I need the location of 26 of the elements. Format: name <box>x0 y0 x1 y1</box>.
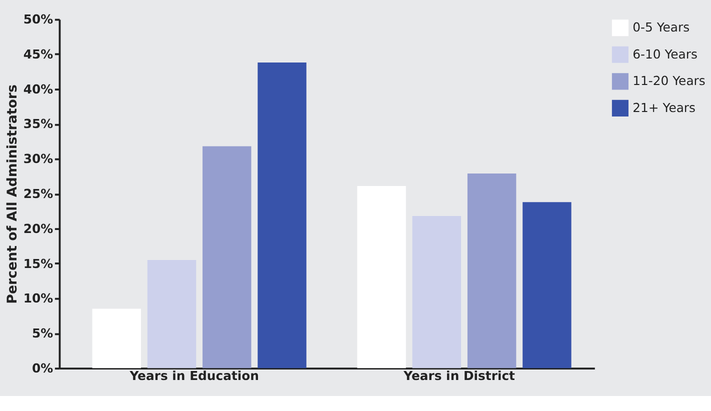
bar <box>467 173 516 368</box>
legend-label: 11-20 Years <box>632 73 706 88</box>
bar <box>92 308 141 368</box>
bar <box>202 146 252 368</box>
legend-label: 21+ Years <box>632 100 696 115</box>
x-tick-label: Years in Education <box>128 368 260 384</box>
y-tick-label: 10% <box>23 290 54 306</box>
bar <box>357 186 406 368</box>
y-tick-label: 30% <box>23 151 54 166</box>
y-tick-label: 25% <box>23 186 54 201</box>
bar <box>147 260 196 368</box>
y-tick-label: 0% <box>32 360 54 376</box>
bar <box>412 216 462 368</box>
legend-label: 0-5 Years <box>632 20 690 35</box>
y-tick-label: 5% <box>32 326 54 341</box>
y-tick-label: 15% <box>23 256 54 271</box>
bar <box>258 62 306 368</box>
legend-label: 6-10 Years <box>632 46 698 62</box>
y-axis-title: Percent of All Administrators <box>6 84 21 304</box>
y-tick-label: 35% <box>23 116 54 132</box>
y-tick-label: 45% <box>23 46 54 62</box>
y-tick-label: 50% <box>23 12 54 27</box>
x-tick-label: Years in District <box>402 368 516 384</box>
y-tick-label: 40% <box>23 81 54 96</box>
bar <box>522 202 572 368</box>
y-tick-label: 20% <box>23 220 54 236</box>
